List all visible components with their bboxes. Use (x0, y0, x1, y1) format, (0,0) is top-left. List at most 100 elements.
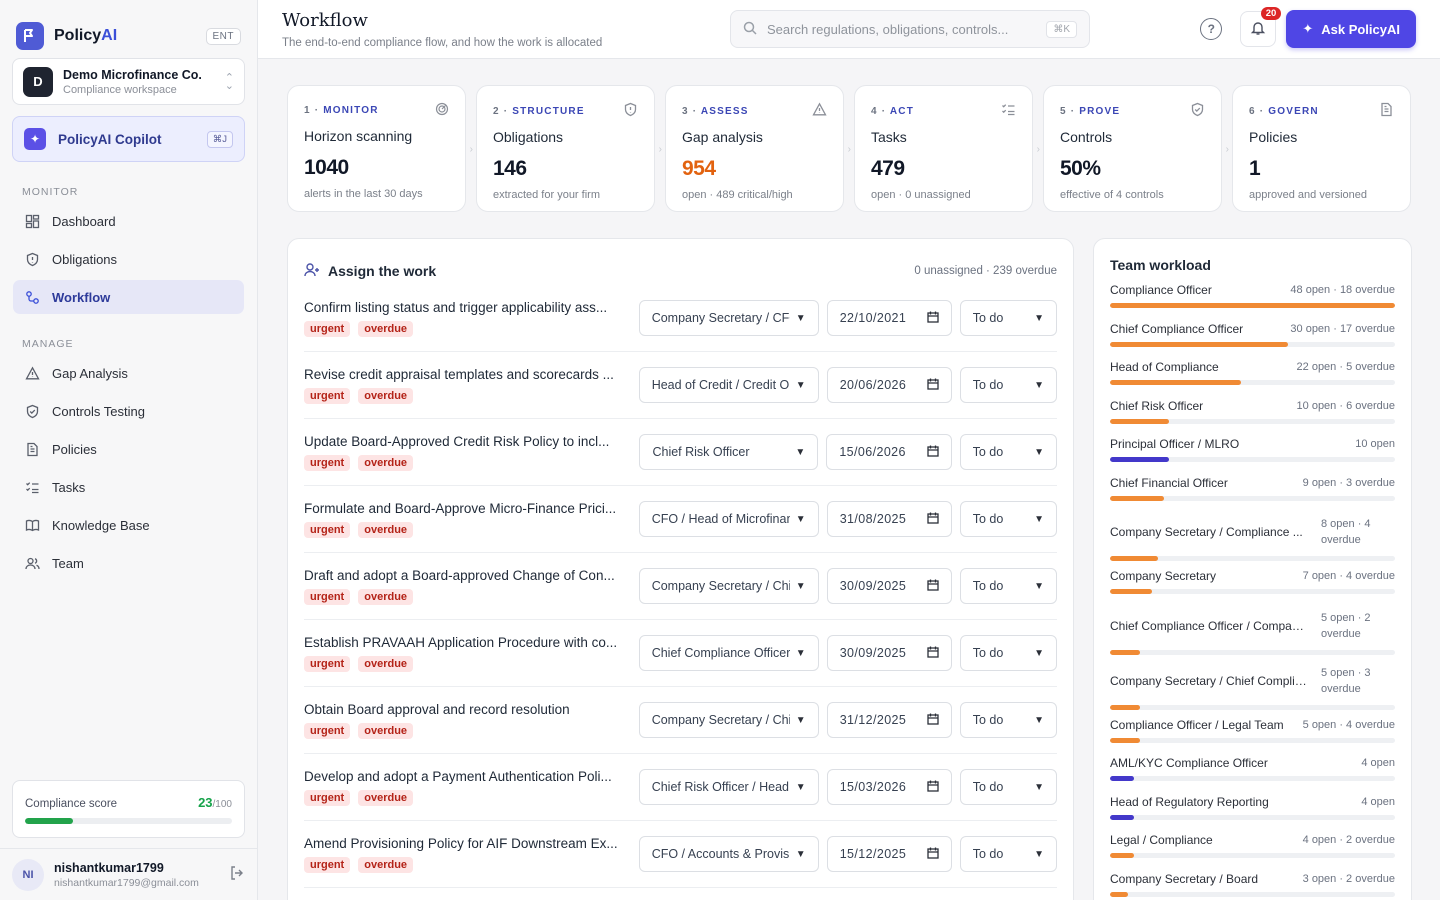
due-date-input[interactable]: 30/09/2025 (826, 635, 952, 671)
task-title[interactable]: Formulate and Board-Approve Micro-Financ… (304, 500, 617, 516)
calendar-icon[interactable] (927, 780, 939, 795)
calendar-icon[interactable] (927, 713, 939, 728)
workspace-switcher[interactable]: D Demo Microfinance Co. Compliance works… (12, 58, 245, 105)
stage-card-act[interactable]: 4 · ACT Tasks 479 open · 0 unassigned › (854, 85, 1040, 212)
logout-icon[interactable] (229, 865, 245, 884)
owner-select[interactable]: Chief Compliance Officer ▼ (638, 635, 819, 671)
workload-name: AML/KYC Compliance Officer (1110, 756, 1268, 770)
status-select[interactable]: To do ▼ (959, 836, 1057, 872)
stage-card-prove[interactable]: 5 · PROVE Controls 50% effective of 4 contr… (1043, 85, 1229, 212)
workload-item[interactable]: Chief Financial Officer 9 open · 3 overdu… (1110, 476, 1395, 515)
search-input[interactable] (767, 21, 1047, 37)
due-date-input[interactable]: 22/10/2021 (826, 300, 952, 336)
status-select[interactable]: To do ▼ (959, 300, 1057, 336)
avatar[interactable]: NI (12, 858, 44, 891)
sidebar-item-gap-analysis[interactable]: Gap Analysis (13, 356, 244, 390)
stage-card-monitor[interactable]: 1 · MONITOR Horizon scanning 1040 alerts in… (287, 85, 473, 212)
status-select[interactable]: To do ▼ (959, 501, 1057, 537)
due-date-input[interactable]: 31/12/2025 (826, 702, 952, 738)
owner-select[interactable]: Chief Risk Officer / Head o ▼ (638, 769, 819, 805)
warning-icon (812, 102, 827, 120)
calendar-icon[interactable] (927, 378, 939, 393)
workload-item[interactable]: Head of Compliance 22 open · 5 overdue (1110, 360, 1395, 399)
workload-item[interactable]: Chief Risk Officer 10 open · 6 overdue (1110, 399, 1395, 438)
workload-name: Company Secretary / Compliance ... (1110, 525, 1303, 539)
due-date-input[interactable]: 15/12/2025 (826, 836, 952, 872)
policyai-logo-icon[interactable] (16, 22, 44, 50)
workload-item[interactable]: AML/KYC Compliance Officer 4 open (1110, 756, 1395, 795)
workload-item[interactable]: Compliance Officer 48 open · 18 overdue (1110, 283, 1395, 322)
workload-item[interactable]: Legal / Compliance 4 open · 2 overdue (1110, 833, 1395, 872)
user-plus-icon (304, 262, 320, 281)
status-select[interactable]: To do ▼ (959, 702, 1057, 738)
due-date-input[interactable]: 15/06/2026 (826, 434, 952, 470)
ask-policyai-button[interactable]: ✦ Ask PolicyAI (1286, 10, 1416, 48)
sidebar-item-obligations[interactable]: Obligations (13, 242, 244, 276)
workload-item[interactable]: Compliance Officer / Legal Team 5 open · … (1110, 718, 1395, 757)
calendar-icon[interactable] (926, 445, 939, 460)
stage-card-govern[interactable]: 6 · GOVERN Policies 1 approved and versione… (1232, 85, 1411, 212)
workload-item[interactable]: Company Secretary / Compliance ... 8 open… (1110, 514, 1395, 569)
table-row: Update Board-Approved Credit Risk Policy… (304, 419, 1058, 486)
workload-bar-fill (1110, 457, 1170, 462)
task-title[interactable]: Obtain Board approval and record resolut… (304, 701, 570, 717)
owner-select[interactable]: Chief Risk Officer ▼ (639, 434, 819, 470)
status-select[interactable]: To do ▼ (959, 434, 1058, 470)
due-date-input[interactable]: 20/06/2026 (826, 367, 952, 403)
stage-card-assess[interactable]: 3 · ASSESS Gap analysis 954 open · 489 crit… (665, 85, 851, 212)
due-date-input[interactable]: 31/08/2025 (826, 501, 952, 537)
owner-select[interactable]: Company Secretary / CFO ▼ (638, 300, 819, 336)
task-title[interactable]: Develop and adopt a Payment Authenticati… (304, 768, 612, 784)
calendar-icon[interactable] (927, 847, 939, 862)
sidebar-item-team[interactable]: Team (13, 546, 244, 580)
help-icon[interactable]: ? (1200, 18, 1223, 40)
workload-bar-fill (1110, 303, 1395, 308)
owner-select[interactable]: Company Secretary / Chie ▼ (638, 568, 819, 604)
workload-bar (1110, 457, 1395, 462)
status-select[interactable]: To do ▼ (959, 635, 1057, 671)
workload-item[interactable]: Principal Officer / MLRO 10 open (1110, 437, 1395, 476)
chevron-down-icon: ▼ (1034, 446, 1045, 458)
workload-item[interactable]: Company Secretary / Board 3 open · 2 over… (1110, 872, 1395, 900)
workload-item[interactable]: Chief Compliance Officer / Compan... 5 op… (1110, 608, 1395, 663)
task-title[interactable]: Confirm listing status and trigger appli… (304, 299, 608, 315)
sidebar-item-workflow[interactable]: Workflow (13, 280, 244, 314)
task-title[interactable]: Update Board-Approved Credit Risk Policy… (304, 433, 610, 449)
sidebar-item-dashboard[interactable]: Dashboard (13, 204, 244, 238)
due-date-input[interactable]: 30/09/2025 (826, 568, 952, 604)
workload-bar-fill (1110, 649, 1140, 655)
task-title[interactable]: Revise credit appraisal templates and sc… (304, 366, 614, 382)
notifications-button[interactable]: 20 (1240, 7, 1282, 47)
calendar-icon[interactable] (927, 311, 939, 326)
sidebar-item-controls-testing[interactable]: Controls Testing (13, 394, 244, 428)
calendar-icon[interactable] (927, 512, 939, 527)
workload-item[interactable]: Company Secretary / Chief Complia... 5 op… (1110, 663, 1395, 718)
due-date-input[interactable]: 15/03/2026 (826, 769, 952, 805)
owner-select[interactable]: CFO / Accounts & Provisio ▼ (638, 836, 819, 872)
chevron-down-icon: ▼ (1034, 312, 1044, 324)
owner-select[interactable]: Company Secretary / Chie ▼ (638, 702, 819, 738)
status-select[interactable]: To do ▼ (959, 367, 1057, 403)
task-title[interactable]: Draft and adopt a Board-approved Change … (304, 567, 615, 583)
nav-section-monitor: MONITOR (22, 186, 79, 198)
stage-card-structure[interactable]: 2 · STRUCTURE Obligations 146 extracted for… (476, 85, 662, 212)
owner-select[interactable]: Head of Credit / Credit Op ▼ (638, 367, 819, 403)
chevron-up-down-icon: ⌃ ⌄ (224, 71, 234, 92)
sidebar-item-knowledge-base[interactable]: Knowledge Base (13, 508, 244, 542)
shield-icon (623, 102, 638, 120)
task-title[interactable]: Establish PRAVAAH Application Procedure … (304, 634, 618, 650)
sidebar-item-tasks[interactable]: Tasks (13, 470, 244, 504)
compliance-score-label: Compliance score (25, 798, 118, 810)
calendar-icon[interactable] (927, 579, 939, 594)
task-title[interactable]: Amend Provisioning Policy for AIF Downst… (304, 835, 618, 851)
status-select[interactable]: To do ▼ (959, 769, 1057, 805)
chevron-down-icon: ▼ (795, 714, 806, 726)
workload-item[interactable]: Head of Regulatory Reporting 4 open (1110, 795, 1395, 834)
calendar-icon[interactable] (927, 646, 939, 661)
sidebar-item-policies[interactable]: Policies (13, 432, 244, 466)
owner-select[interactable]: CFO / Head of Microfinanc ▼ (638, 501, 819, 537)
status-select[interactable]: To do ▼ (959, 568, 1057, 604)
workload-item[interactable]: Company Secretary 7 open · 4 overdue (1110, 569, 1395, 608)
workload-item[interactable]: Chief Compliance Officer 30 open · 17 ove… (1110, 322, 1395, 361)
copilot-button[interactable]: ✦ PolicyAI Copilot ⌘J (12, 116, 245, 162)
